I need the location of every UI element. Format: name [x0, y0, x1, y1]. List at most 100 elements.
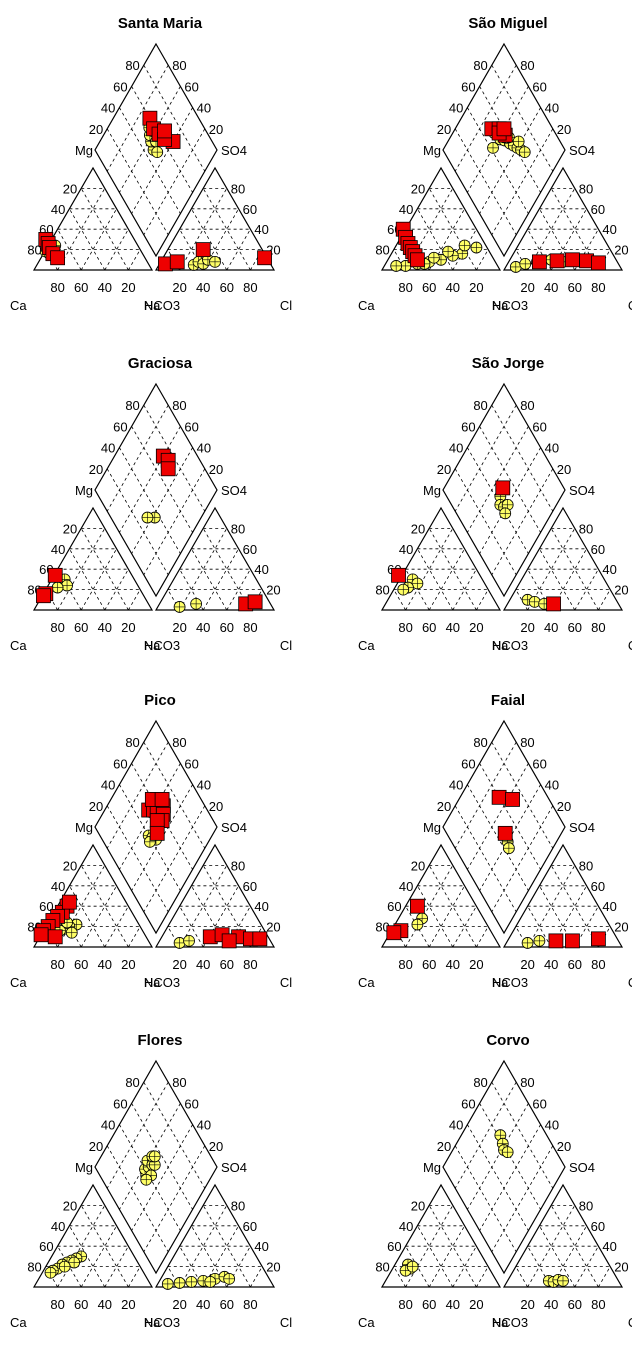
- tick-label: 80: [231, 181, 245, 196]
- piper-panel: São Miguel 80 60 40 20 80 60 40 20 20 40 60 80 20 40 60…: [358, 15, 632, 313]
- grid-line: [167, 926, 180, 948]
- tick-label: 20: [520, 1297, 534, 1312]
- tick-label: 20: [172, 957, 186, 972]
- grid-line: [80, 865, 129, 948]
- tick-label: 20: [411, 181, 425, 196]
- tick-label: 40: [254, 562, 268, 577]
- tick-label: 40: [197, 101, 211, 116]
- grid-line: [452, 228, 477, 271]
- data-point-red-square: [391, 567, 406, 583]
- axis-label-ca: Ca: [10, 1315, 27, 1330]
- data-point-red-square: [565, 933, 580, 949]
- grid-line: [491, 128, 554, 235]
- grid-line: [428, 1205, 477, 1288]
- grid-line: [128, 926, 141, 948]
- grid-line: [515, 926, 528, 948]
- data-point-red-square: [565, 252, 580, 268]
- tick-label: 60: [387, 1239, 401, 1254]
- axis-label-hco3: HCO3: [144, 298, 180, 313]
- tick-label: 80: [591, 1297, 605, 1312]
- tick-label: 40: [602, 899, 616, 914]
- tick-label: 40: [602, 1239, 616, 1254]
- data-point-red-square: [195, 242, 211, 258]
- grid-line: [106, 1145, 169, 1252]
- grid-line: [57, 905, 82, 948]
- grid-line: [491, 1145, 554, 1252]
- grid-line: [131, 1124, 193, 1231]
- axis-label-na: Na: [144, 1315, 161, 1330]
- chart-title: Graciosa: [128, 355, 193, 372]
- data-point-red-square: [386, 925, 402, 941]
- tick-label: 80: [172, 1075, 186, 1090]
- tick-label: 20: [89, 462, 103, 477]
- tick-label: 20: [209, 1139, 223, 1154]
- tick-label: 80: [231, 521, 245, 536]
- data-point-red-square: [149, 825, 165, 841]
- cation-triangle: [32, 506, 154, 611]
- grid-line: [454, 1145, 517, 1252]
- anion-triangle: [502, 1183, 624, 1288]
- axis-label-na: Na: [144, 975, 161, 990]
- grid-line: [454, 468, 517, 575]
- tick-label: 80: [125, 58, 139, 73]
- data-point-red-square: [33, 927, 49, 943]
- axis-label-so4: SO4: [569, 820, 595, 835]
- tick-label: 80: [579, 521, 593, 536]
- grid-line: [527, 528, 576, 611]
- tick-label: 80: [243, 280, 257, 295]
- grid-line: [143, 805, 206, 912]
- tick-label: 20: [614, 920, 628, 935]
- data-point-red-square: [531, 254, 547, 270]
- grid-line: [143, 742, 206, 849]
- anion-triangle: [154, 843, 276, 948]
- tick-label: 20: [437, 799, 451, 814]
- data-point-red-square: [252, 931, 268, 947]
- grid-line: [417, 1225, 454, 1288]
- axis-label-hco3: HCO3: [492, 975, 528, 990]
- grid-line: [405, 568, 430, 611]
- tick-label: 40: [544, 620, 558, 635]
- data-point-red-square: [160, 461, 176, 477]
- tick-label: 80: [50, 280, 64, 295]
- tick-label: 40: [196, 280, 210, 295]
- tick-label: 80: [398, 1297, 412, 1312]
- chart-title: São Miguel: [468, 15, 547, 32]
- data-point-red-square: [154, 792, 170, 807]
- tick-label: 80: [520, 58, 534, 73]
- grid-line: [106, 805, 169, 912]
- tick-label: 60: [591, 202, 605, 217]
- tick-label: 20: [266, 583, 280, 598]
- tick-label: 40: [544, 1297, 558, 1312]
- tick-label: 80: [579, 858, 593, 873]
- axis-label-ca: Ca: [10, 298, 27, 313]
- tick-label: 80: [473, 735, 487, 750]
- grid-line: [57, 188, 106, 271]
- axis-label-so4: SO4: [221, 483, 247, 498]
- tick-label: 60: [184, 756, 198, 771]
- tick-label: 60: [220, 957, 234, 972]
- grid-line: [57, 865, 106, 948]
- tick-label: 60: [243, 879, 257, 894]
- tick-label: 60: [243, 1219, 257, 1234]
- tick-label: 60: [113, 419, 127, 434]
- grid-line: [479, 763, 541, 870]
- grid-line: [527, 188, 576, 271]
- grid-line: [202, 548, 239, 611]
- grid-line: [106, 1082, 169, 1189]
- grid-line: [405, 188, 454, 271]
- tick-label: 60: [532, 1096, 546, 1111]
- tick-label: 40: [544, 280, 558, 295]
- grid-line: [405, 905, 430, 948]
- tick-label: 20: [63, 858, 77, 873]
- grid-line: [476, 926, 489, 948]
- axis-label-hco3: HCO3: [144, 975, 180, 990]
- tick-label: 40: [101, 101, 115, 116]
- diamond-field: [442, 42, 566, 258]
- grid-line: [515, 1266, 528, 1288]
- grid-line: [405, 1205, 454, 1288]
- axis-label-mg: Mg: [75, 820, 93, 835]
- tick-label: 80: [125, 398, 139, 413]
- grid-line: [393, 589, 406, 611]
- grid-line: [179, 188, 228, 271]
- tick-label: 60: [220, 1297, 234, 1312]
